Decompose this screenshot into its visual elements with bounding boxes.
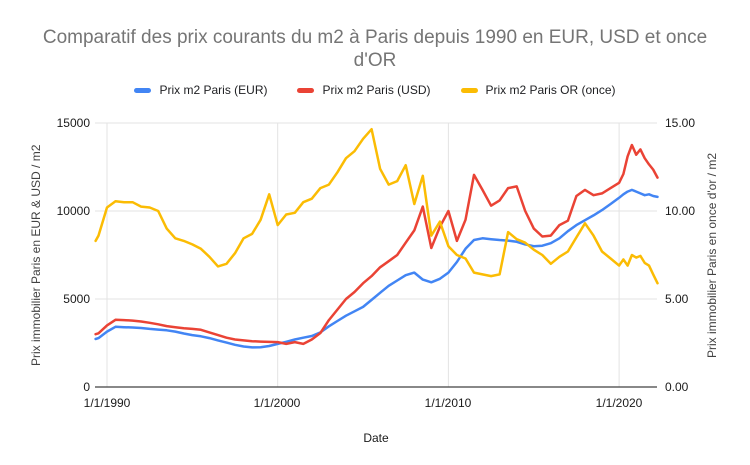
chart-title: Comparatif des prix courants du m2 à Par… [0,26,750,72]
y-axis-right-tick-label: 5.00 [665,292,689,306]
y-axis-left-tick-label: 15000 [56,116,90,130]
series-line-prix-m2-paris-usd- [94,143,659,346]
legend-swatch-or [460,87,478,93]
x-axis-tick-label: 1/1/2000 [253,396,301,410]
y-axis-left-title: Prix immobilier Paris en EUR & USD / m2 [29,144,43,366]
legend-item-or: Prix m2 Paris OR (once) [460,83,616,97]
series-line-prix-m2-paris-eur- [94,188,659,349]
legend-label-eur: Prix m2 Paris (EUR) [159,83,268,97]
x-axis-tick-label: 1/1/2020 [595,396,643,410]
x-axis-tick-label: 1/1/1990 [83,396,131,410]
y-axis-left-tick-label: 5000 [63,292,90,306]
legend-label-usd: Prix m2 Paris (USD) [322,83,431,97]
legend-swatch-usd [297,87,315,93]
chart-title-line2: d'OR [353,50,397,71]
y-axis-right-tick-label: 10.00 [665,204,696,218]
legend-item-usd: Prix m2 Paris (USD) [297,83,431,97]
legend-swatch-eur [134,87,152,93]
legend-label-or: Prix m2 Paris OR (once) [485,83,616,97]
legend: Prix m2 Paris (EUR) Prix m2 Paris (USD) … [0,84,750,96]
y-axis-right-tick-label: 15.00 [665,116,696,130]
legend-item-eur: Prix m2 Paris (EUR) [134,84,267,96]
y-axis-right-title: Prix immobilier Paris en once d'or / m2 [705,152,719,358]
series-line-prix-m2-paris-or-once- [94,127,659,285]
x-axis-tick-label: 1/1/2010 [424,396,472,410]
y-axis-left-tick-label: 10000 [56,204,90,218]
y-axis-right-tick-label: 0.00 [665,380,689,394]
x-axis-title: Date [363,431,389,445]
chart-title-line1: Comparatif des prix courants du m2 à Par… [42,27,708,48]
y-axis-left-tick-label: 0 [83,380,90,394]
